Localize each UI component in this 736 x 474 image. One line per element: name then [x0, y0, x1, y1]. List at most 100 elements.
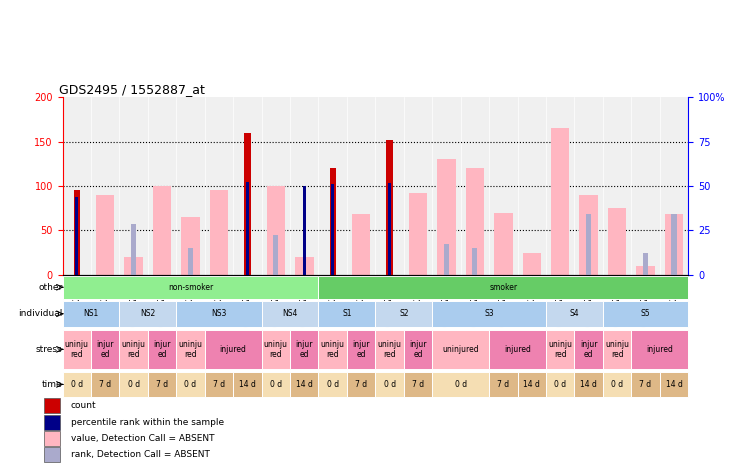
Text: 0 d: 0 d — [185, 380, 197, 389]
Text: injur
ed: injur ed — [296, 340, 313, 359]
Text: count: count — [71, 401, 96, 410]
FancyBboxPatch shape — [603, 372, 631, 397]
Bar — [181, 217, 199, 275]
Text: 14 d: 14 d — [296, 380, 313, 389]
Text: injured: injured — [504, 345, 531, 354]
FancyBboxPatch shape — [489, 372, 517, 397]
FancyBboxPatch shape — [261, 330, 290, 369]
Text: injur
ed: injur ed — [353, 340, 370, 359]
FancyBboxPatch shape — [375, 372, 404, 397]
FancyBboxPatch shape — [546, 301, 603, 327]
Text: 0 d: 0 d — [270, 380, 282, 389]
Text: individual: individual — [18, 310, 63, 318]
Text: 0 d: 0 d — [327, 380, 339, 389]
FancyBboxPatch shape — [546, 330, 574, 369]
FancyBboxPatch shape — [319, 330, 347, 369]
Bar — [636, 266, 655, 275]
Bar — [608, 208, 626, 275]
Bar — [75, 197, 78, 275]
Bar — [330, 168, 336, 275]
FancyBboxPatch shape — [63, 276, 319, 299]
FancyBboxPatch shape — [233, 372, 261, 397]
Bar — [586, 215, 591, 275]
Bar — [551, 128, 570, 275]
FancyBboxPatch shape — [489, 330, 546, 369]
Text: 14 d: 14 d — [580, 380, 597, 389]
Text: 0 d: 0 d — [611, 380, 623, 389]
FancyBboxPatch shape — [574, 372, 603, 397]
Text: value, Detection Call = ABSENT: value, Detection Call = ABSENT — [71, 434, 214, 443]
FancyBboxPatch shape — [290, 372, 319, 397]
Text: injur
ed: injur ed — [153, 340, 171, 359]
Text: 0 d: 0 d — [455, 380, 467, 389]
Bar — [579, 195, 598, 275]
FancyBboxPatch shape — [432, 330, 489, 369]
FancyBboxPatch shape — [261, 301, 319, 327]
Text: uninju
red: uninju red — [548, 340, 572, 359]
Text: 0 d: 0 d — [71, 380, 83, 389]
FancyBboxPatch shape — [91, 330, 119, 369]
Text: S3: S3 — [484, 310, 494, 318]
Bar — [44, 415, 60, 430]
Bar — [473, 248, 478, 275]
FancyBboxPatch shape — [177, 330, 205, 369]
Text: 0 d: 0 d — [127, 380, 140, 389]
Text: 7 d: 7 d — [156, 380, 168, 389]
Text: NS2: NS2 — [141, 310, 155, 318]
Bar — [643, 253, 648, 275]
FancyBboxPatch shape — [205, 372, 233, 397]
Text: S1: S1 — [342, 310, 352, 318]
FancyBboxPatch shape — [631, 372, 659, 397]
Bar — [331, 184, 334, 275]
Text: NS3: NS3 — [211, 310, 227, 318]
Text: uninju
red: uninju red — [65, 340, 89, 359]
Bar — [266, 186, 285, 275]
Text: uninju
red: uninju red — [378, 340, 402, 359]
FancyBboxPatch shape — [148, 372, 177, 397]
Bar — [210, 191, 228, 275]
Bar — [466, 168, 484, 275]
FancyBboxPatch shape — [546, 372, 574, 397]
Text: uninju
red: uninju red — [179, 340, 202, 359]
Bar — [665, 215, 683, 275]
Text: S5: S5 — [641, 310, 651, 318]
FancyBboxPatch shape — [319, 372, 347, 397]
Text: uninju
red: uninju red — [263, 340, 288, 359]
FancyBboxPatch shape — [574, 330, 603, 369]
FancyBboxPatch shape — [319, 301, 375, 327]
FancyBboxPatch shape — [432, 372, 489, 397]
Text: uninju
red: uninju red — [605, 340, 629, 359]
FancyBboxPatch shape — [148, 330, 177, 369]
FancyBboxPatch shape — [432, 301, 546, 327]
FancyBboxPatch shape — [603, 330, 631, 369]
Bar — [246, 182, 249, 275]
Text: 7 d: 7 d — [640, 380, 651, 389]
FancyBboxPatch shape — [404, 330, 432, 369]
FancyBboxPatch shape — [177, 301, 261, 327]
FancyBboxPatch shape — [319, 276, 688, 299]
Bar — [44, 431, 60, 446]
Bar — [131, 224, 136, 275]
Bar — [44, 398, 60, 413]
Bar — [124, 257, 143, 275]
Bar — [96, 195, 115, 275]
FancyBboxPatch shape — [63, 301, 119, 327]
FancyBboxPatch shape — [119, 301, 177, 327]
Text: percentile rank within the sample: percentile rank within the sample — [71, 418, 224, 427]
FancyBboxPatch shape — [375, 301, 432, 327]
FancyBboxPatch shape — [177, 372, 205, 397]
Text: smoker: smoker — [489, 283, 517, 292]
Text: injur
ed: injur ed — [580, 340, 598, 359]
Text: 7 d: 7 d — [99, 380, 111, 389]
Text: GDS2495 / 1552887_at: GDS2495 / 1552887_at — [60, 83, 205, 96]
Bar — [408, 193, 428, 275]
Text: 7 d: 7 d — [355, 380, 367, 389]
Text: time: time — [42, 380, 63, 389]
Text: NS4: NS4 — [283, 310, 298, 318]
Text: NS1: NS1 — [83, 310, 99, 318]
FancyBboxPatch shape — [631, 330, 688, 369]
FancyBboxPatch shape — [659, 372, 688, 397]
Bar — [295, 257, 314, 275]
Text: 14 d: 14 d — [239, 380, 256, 389]
Text: uninju
red: uninju red — [321, 340, 344, 359]
